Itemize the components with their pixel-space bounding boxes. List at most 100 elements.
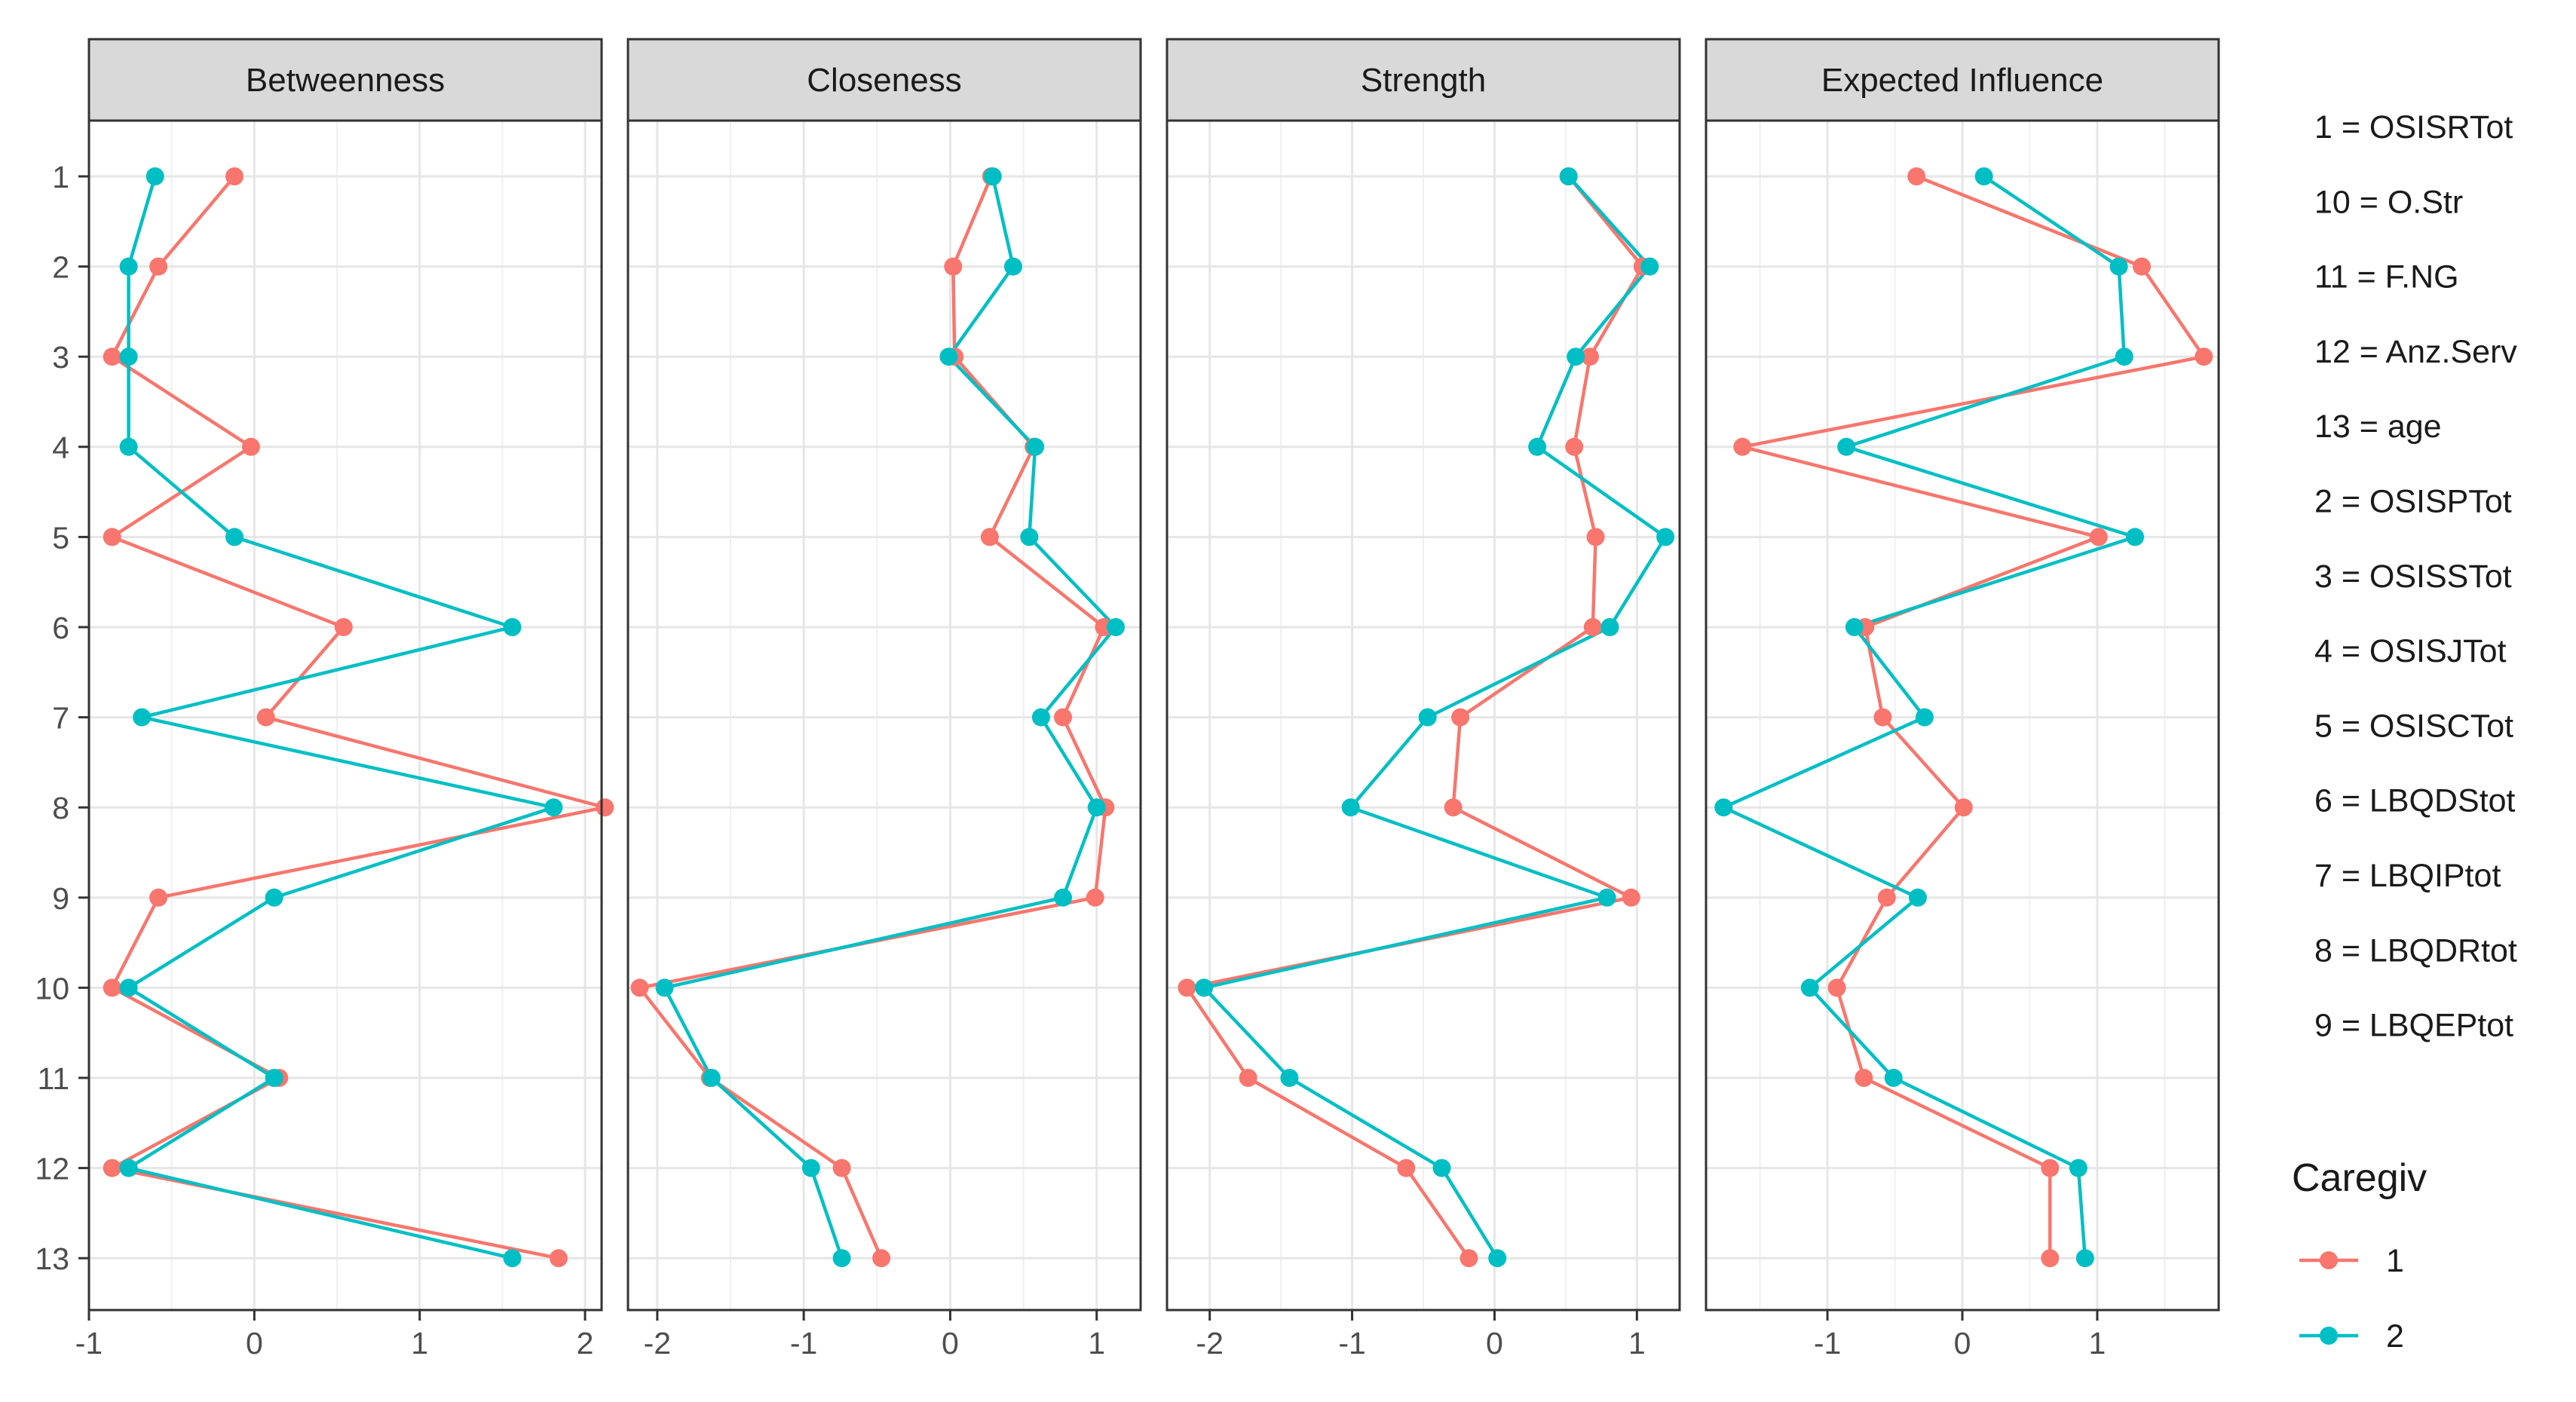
point-caregiv-2-node-4 [119,437,138,456]
point-caregiv-2-node-7 [1915,708,1934,727]
point-caregiv-2-node-6 [1106,618,1125,636]
facet-strip [626,38,1142,122]
facet-strip [1705,38,2220,122]
point-caregiv-2-node-8 [1341,798,1360,817]
point-caregiv-2-node-2 [2109,257,2128,276]
point-caregiv-2-node-10 [1195,978,1214,997]
key-label: 9 = LBQEPtot [2314,1008,2513,1044]
point-caregiv-1-node-4 [1733,437,1752,456]
panel-background [89,121,602,1310]
y-tick-label: 7 [52,701,69,736]
node-key-legend: 1 = OSISRTot 10 = O.Str 11 = F.NG 12 = Anz.… [2314,109,2517,1044]
point-caregiv-1-node-11 [1239,1069,1257,1087]
point-caregiv-2-node-7 [1418,708,1437,727]
facet-panel-4: Expected Influence -1 0 1 [1705,38,2220,1361]
point-caregiv-1-node-7 [1873,708,1892,727]
y-tick-label: 12 [35,1152,69,1186]
point-caregiv-2-node-3 [1567,347,1585,366]
point-caregiv-2-node-7 [1031,708,1050,727]
point-caregiv-1-node-13 [2041,1249,2060,1268]
point-caregiv-2-node-2 [1640,257,1659,276]
point-caregiv-2-node-5 [225,528,244,546]
point-caregiv-1-node-10 [630,978,649,997]
panel-border [87,119,603,1312]
panel-border [626,119,1142,1312]
point-caregiv-1-node-2 [149,257,168,276]
key-label: 11 = F.NG [2314,259,2459,295]
x-tick-label: 1 [411,1326,428,1361]
point-caregiv-1-node-12 [1397,1159,1416,1177]
point-caregiv-1-node-8 [1444,798,1463,817]
point-caregiv-1-node-3 [103,347,121,366]
point-caregiv-2-node-12 [801,1159,820,1177]
key-label: 6 = LBQDStot [2314,783,2516,819]
y-tick-label: 2 [52,250,69,285]
point-caregiv-1-node-5 [2089,528,2108,546]
x-tick-label: 0 [942,1326,959,1361]
point-caregiv-2-node-3 [939,347,958,366]
y-tick-label: 6 [52,611,69,645]
key-label: 12 = Anz.Serv [2314,334,2517,370]
point-caregiv-1-node-4 [1565,437,1584,456]
point-caregiv-2-node-7 [133,708,152,727]
point-caregiv-1-node-12 [2041,1159,2060,1177]
facet-title: Strength [1361,62,1486,99]
facet-title: Expected Influence [1821,62,2103,99]
point-caregiv-2-node-9 [1054,888,1073,907]
point-caregiv-2-node-11 [265,1069,283,1087]
point-caregiv-2-node-4 [1837,437,1856,456]
point-caregiv-1-node-9 [1086,888,1104,907]
x-tick-label: 1 [2089,1326,2106,1361]
facet-panel-2: Closeness -2 -1 0 1 [626,38,1142,1361]
point-caregiv-2-node-12 [2069,1159,2087,1177]
point-caregiv-1-node-6 [1583,618,1602,636]
point-caregiv-2-node-9 [1908,888,1927,907]
point-caregiv-2-node-6 [1845,618,1864,636]
x-tick-label: 1 [1088,1326,1105,1361]
point-caregiv-2-node-12 [1432,1159,1451,1177]
x-tick-label: 0 [1486,1326,1503,1361]
point-caregiv-2-node-8 [1087,798,1106,817]
point-caregiv-1-node-10 [1827,978,1846,997]
point-caregiv-2-node-3 [2115,347,2133,366]
x-tick-label: -1 [75,1326,103,1361]
facet-title: Betweenness [246,62,445,99]
point-caregiv-2-node-2 [1003,257,1022,276]
point-caregiv-1-node-5 [1586,528,1605,546]
facet-strip [1165,38,1681,122]
legend-entry-label: 2 [2386,1318,2404,1355]
point-caregiv-2-node-13 [832,1249,851,1268]
point-caregiv-2-node-1 [1974,167,1993,185]
point-caregiv-2-node-8 [544,798,563,817]
point-caregiv-1-node-3 [2195,347,2213,366]
y-tick-label: 1 [52,160,69,194]
x-tick-label: -1 [790,1326,817,1361]
caregiver-legend: Caregiv 1 2 [2292,1156,2427,1355]
y-tick-label: 13 [35,1241,69,1276]
key-label: 1 = OSISRTot [2314,109,2513,145]
key-label: 5 = OSISCTot [2314,708,2513,744]
x-tick-label: -2 [644,1326,671,1361]
point-caregiv-2-node-4 [1026,437,1045,456]
point-caregiv-1-node-5 [103,528,121,546]
point-caregiv-1-node-2 [944,257,963,276]
key-label: 2 = OSISPTot [2314,484,2512,520]
point-caregiv-1-node-10 [103,978,121,997]
point-caregiv-2-node-8 [1714,798,1733,817]
point-caregiv-1-node-11 [1855,1069,1873,1087]
y-tick-label: 8 [52,791,69,825]
point-caregiv-2-node-9 [1597,888,1616,907]
point-caregiv-1-node-13 [549,1249,568,1268]
key-label: 7 = LBQIPtot [2314,858,2501,894]
point-caregiv-1-node-6 [334,618,353,636]
x-tick-label: 2 [577,1326,594,1361]
legend-entry-label: 1 [2386,1243,2404,1279]
y-tick-label: 9 [52,881,69,916]
panel-border [1165,119,1681,1312]
point-caregiv-2-node-12 [119,1159,138,1177]
facet-strip [87,38,603,122]
point-caregiv-2-node-10 [655,978,674,997]
point-caregiv-2-node-1 [145,167,164,185]
